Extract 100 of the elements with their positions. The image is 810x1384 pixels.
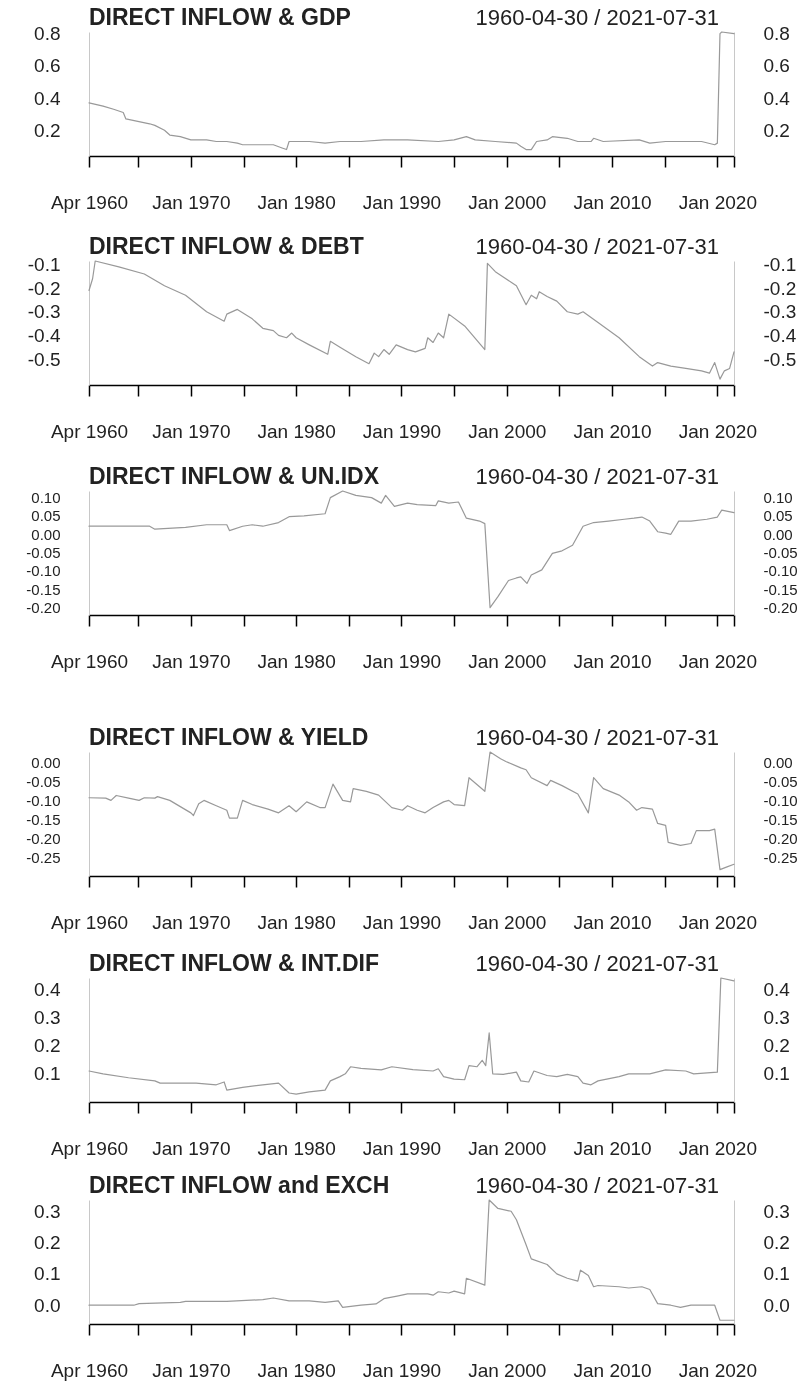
x-tick-label: Jan 2020 bbox=[678, 1359, 757, 1381]
x-tick-label: Jan 1990 bbox=[362, 650, 442, 672]
y2-tick-label: 0.00 bbox=[763, 754, 793, 772]
x-tick-label: Apr 1960 bbox=[50, 420, 129, 442]
y2-tick-label: -0.05 bbox=[763, 772, 798, 790]
line-series bbox=[88, 31, 735, 151]
y-tick-label: 0.8 bbox=[34, 23, 61, 45]
y2-tick-label: -0.25 bbox=[763, 848, 798, 866]
y2-tick-label: 0.8 bbox=[763, 23, 790, 45]
line-series bbox=[88, 1199, 735, 1321]
y2-tick-label: -0.15 bbox=[763, 580, 798, 598]
y-tick-label: -0.2 bbox=[27, 277, 61, 299]
x-tick-label: Jan 2020 bbox=[678, 1137, 757, 1159]
y-tick-label: -0.20 bbox=[26, 829, 61, 847]
y2-tick-label: 0.1 bbox=[763, 1063, 790, 1085]
x-tick-label: Apr 1960 bbox=[50, 650, 129, 672]
y2-tick-label: -0.3 bbox=[763, 301, 797, 323]
y-tick-label: -0.25 bbox=[26, 848, 61, 866]
chart-title: DIRECT INFLOW and EXCH bbox=[89, 1172, 390, 1198]
y2-tick-label: -0.4 bbox=[763, 324, 797, 346]
x-tick-label: Jan 1990 bbox=[362, 191, 442, 213]
y2-tick-label: -0.2 bbox=[763, 277, 797, 299]
chart-subtitle: 1960-04-30 / 2021-07-31 bbox=[475, 951, 719, 976]
x-tick-label: Jan 2020 bbox=[678, 420, 757, 442]
x-tick-label: Jan 1970 bbox=[152, 420, 231, 442]
x-tick-label: Jan 1990 bbox=[362, 1359, 442, 1381]
chart-subtitle: 1960-04-30 / 2021-07-31 bbox=[475, 464, 719, 489]
y-tick-label: 0.4 bbox=[34, 87, 61, 109]
y-tick-label: 0.2 bbox=[34, 1232, 61, 1254]
x-tick-label: Jan 2020 bbox=[678, 650, 757, 672]
y-tick-label: 0.05 bbox=[31, 507, 61, 525]
x-tick-label: Jan 1970 bbox=[152, 911, 231, 933]
y-tick-label: -0.4 bbox=[27, 324, 61, 346]
y2-tick-label: 0.2 bbox=[763, 1035, 790, 1057]
x-tick-label: Jan 2010 bbox=[573, 911, 652, 933]
x-tick-label: Jan 2010 bbox=[573, 420, 652, 442]
x-tick-label: Jan 1980 bbox=[257, 1359, 336, 1381]
line-series bbox=[88, 751, 735, 871]
y-tick-label: 0.4 bbox=[34, 978, 61, 1000]
y-tick-label: 0.10 bbox=[31, 489, 61, 507]
x-tick-label: Apr 1960 bbox=[50, 911, 129, 933]
x-tick-label: Jan 2000 bbox=[468, 1359, 547, 1381]
x-tick-label: Jan 2010 bbox=[573, 1359, 652, 1381]
y-tick-label: -0.05 bbox=[26, 772, 61, 790]
line-series bbox=[88, 260, 735, 380]
y-tick-label: -0.20 bbox=[26, 599, 61, 617]
x-tick-label: Jan 1980 bbox=[257, 420, 336, 442]
x-tick-label: Jan 2000 bbox=[468, 911, 547, 933]
y2-tick-label: 0.00 bbox=[763, 525, 793, 543]
y-tick-label: -0.15 bbox=[26, 810, 61, 828]
y2-tick-label: 0.05 bbox=[763, 507, 793, 525]
y-tick-label: -0.05 bbox=[26, 544, 61, 562]
x-tick-label: Apr 1960 bbox=[50, 1359, 129, 1381]
chart-subtitle: 1960-04-30 / 2021-07-31 bbox=[475, 725, 719, 750]
x-tick-label: Jan 1980 bbox=[257, 191, 336, 213]
y2-tick-label: 0.3 bbox=[763, 1200, 790, 1222]
y2-tick-label: 0.0 bbox=[763, 1294, 790, 1316]
chart-subtitle: 1960-04-30 / 2021-07-31 bbox=[475, 5, 719, 30]
line-series bbox=[88, 490, 735, 609]
x-tick-label: Jan 2000 bbox=[468, 650, 547, 672]
y2-tick-label: -0.20 bbox=[763, 829, 798, 847]
chart-subtitle: 1960-04-30 / 2021-07-31 bbox=[475, 234, 719, 259]
x-tick-label: Jan 1970 bbox=[152, 1359, 231, 1381]
y2-tick-label: -0.10 bbox=[763, 791, 798, 809]
y-tick-label: 0.2 bbox=[34, 119, 61, 141]
x-tick-label: Jan 2000 bbox=[468, 420, 547, 442]
y-tick-label: 0.6 bbox=[34, 55, 61, 77]
chart-title: DIRECT INFLOW & INT.DIF bbox=[89, 950, 380, 976]
chart-title: DIRECT INFLOW & YIELD bbox=[89, 724, 369, 750]
y2-tick-label: -0.5 bbox=[763, 348, 797, 370]
x-tick-label: Jan 1990 bbox=[362, 1137, 442, 1159]
x-tick-label: Jan 2010 bbox=[573, 191, 652, 213]
x-tick-label: Jan 1980 bbox=[257, 911, 336, 933]
x-tick-label: Jan 2000 bbox=[468, 1137, 547, 1159]
line-series bbox=[88, 977, 735, 1095]
y-tick-label: 0.00 bbox=[31, 754, 61, 772]
y-tick-label: 0.2 bbox=[34, 1035, 61, 1057]
y-tick-label: -0.10 bbox=[26, 562, 61, 580]
y2-tick-label: 0.10 bbox=[763, 489, 793, 507]
x-tick-label: Apr 1960 bbox=[50, 191, 129, 213]
y2-tick-label: -0.15 bbox=[763, 810, 798, 828]
y2-tick-label: -0.10 bbox=[763, 562, 798, 580]
y2-tick-label: 0.3 bbox=[763, 1006, 790, 1028]
x-tick-label: Jan 1970 bbox=[152, 1137, 231, 1159]
x-tick-label: Jan 2010 bbox=[573, 650, 652, 672]
y-tick-label: 0.0 bbox=[34, 1294, 61, 1316]
x-tick-label: Apr 1960 bbox=[50, 1137, 129, 1159]
y2-tick-label: -0.1 bbox=[763, 254, 797, 276]
chart-title: DIRECT INFLOW & GDP bbox=[89, 4, 351, 30]
x-tick-label: Jan 2010 bbox=[573, 1137, 652, 1159]
y-tick-label: -0.15 bbox=[26, 580, 61, 598]
y-tick-label: 0.1 bbox=[34, 1063, 61, 1085]
y2-tick-label: 0.6 bbox=[763, 55, 790, 77]
y-tick-label: -0.1 bbox=[27, 254, 61, 276]
x-tick-label: Jan 2000 bbox=[468, 191, 547, 213]
y-tick-label: -0.3 bbox=[27, 301, 61, 323]
y-tick-label: -0.10 bbox=[26, 791, 61, 809]
chart-title: DIRECT INFLOW & UN.IDX bbox=[89, 463, 380, 489]
chart-subtitle: 1960-04-30 / 2021-07-31 bbox=[475, 1173, 719, 1198]
x-tick-label: Jan 1980 bbox=[257, 650, 336, 672]
